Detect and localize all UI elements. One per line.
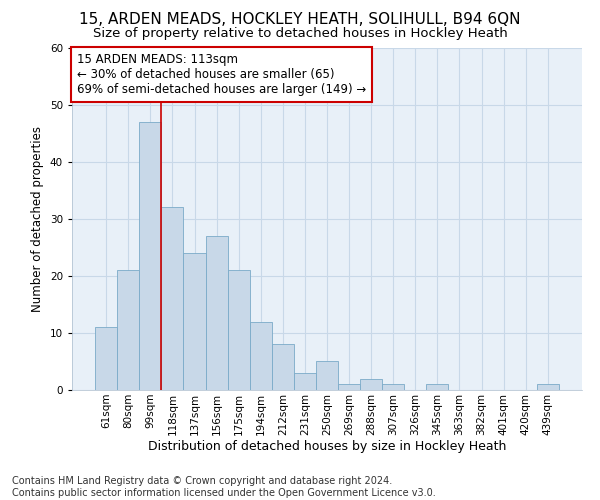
X-axis label: Distribution of detached houses by size in Hockley Heath: Distribution of detached houses by size … xyxy=(148,440,506,454)
Bar xyxy=(360,378,382,390)
Bar xyxy=(272,344,294,390)
Text: Size of property relative to detached houses in Hockley Heath: Size of property relative to detached ho… xyxy=(92,28,508,40)
Bar xyxy=(139,122,161,390)
Bar xyxy=(294,373,316,390)
Text: Contains HM Land Registry data © Crown copyright and database right 2024.
Contai: Contains HM Land Registry data © Crown c… xyxy=(12,476,436,498)
Bar xyxy=(227,270,250,390)
Text: 15, ARDEN MEADS, HOCKLEY HEATH, SOLIHULL, B94 6QN: 15, ARDEN MEADS, HOCKLEY HEATH, SOLIHULL… xyxy=(79,12,521,28)
Bar xyxy=(316,362,338,390)
Text: 15 ARDEN MEADS: 113sqm
← 30% of detached houses are smaller (65)
69% of semi-det: 15 ARDEN MEADS: 113sqm ← 30% of detached… xyxy=(77,52,367,96)
Bar xyxy=(95,327,117,390)
Y-axis label: Number of detached properties: Number of detached properties xyxy=(31,126,44,312)
Bar xyxy=(537,384,559,390)
Bar xyxy=(206,236,227,390)
Bar xyxy=(117,270,139,390)
Bar xyxy=(427,384,448,390)
Bar xyxy=(338,384,360,390)
Bar xyxy=(382,384,404,390)
Bar xyxy=(184,253,206,390)
Bar xyxy=(161,208,184,390)
Bar xyxy=(250,322,272,390)
